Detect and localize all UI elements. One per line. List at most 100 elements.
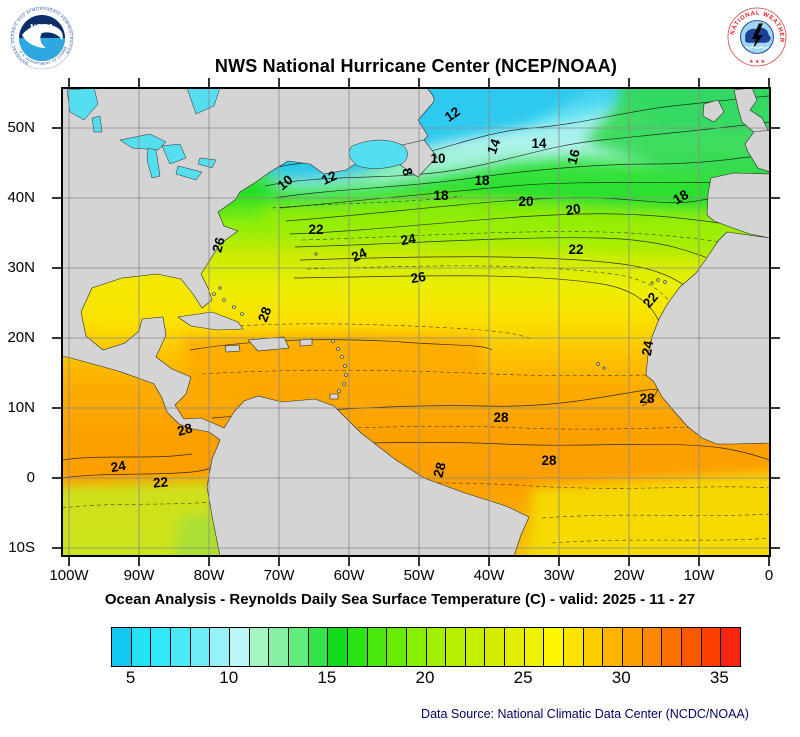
colorbar-cell [210,628,230,666]
y-tick-label: 40N [7,189,35,206]
contour-label: 26 [410,269,428,286]
great-britain [733,88,769,135]
colorbar-tick-label: 10 [219,668,239,687]
contour-label: 24 [639,339,656,357]
contour-label: 14 [531,136,547,151]
colorbar-cell [583,628,604,666]
y-tick-label: 10N [7,399,35,416]
puerto-rico [299,338,313,347]
colorbar-cell [229,628,250,666]
colorbar-cell [623,628,643,666]
colorbar-tick-label: 20 [415,668,435,687]
y-tick-label: 10S [8,539,35,556]
noaa-acronym-label: NOAA [30,23,54,32]
colorbar-cell [662,628,683,666]
contour-label: 12 [319,168,339,188]
colorbar-cell [485,628,506,666]
nws-waves-icon [745,46,769,49]
latitude-axis-labels: 50N 40N 30N 20N 10N 0 10S [0,88,48,556]
colorbar-cell [288,628,309,666]
x-tick-label: 40W [473,567,505,584]
lake-winnipeg [91,115,103,133]
map-field: 12 10 12 8 10 14 14 16 18 18 20 20 18 22 24 24 26 22 22 24 2… [62,88,770,556]
isotherm-contours [62,95,770,479]
colorbar-tick-labels: 5 10 15 20 25 30 35 [111,668,739,690]
map-frame [61,87,771,557]
contour-label: 24 [349,245,369,265]
colorbar-cell [387,628,407,666]
contour-label: 18 [670,187,691,208]
colorbar-cell [406,628,427,666]
colorbar-cell [269,628,289,666]
colorbar-cell [505,628,525,666]
jamaica [224,344,241,353]
noaa-logo-icon: NATIONAL OCEANIC AND ATMOSPHERIC ADMINIS… [10,6,74,70]
cuba [177,311,244,331]
colorbar-cell [308,628,329,666]
contour-label: 28 [541,453,557,468]
analysis-subtitle: Ocean Analysis - Reynolds Daily Sea Surf… [104,591,696,608]
x-tick-label: 100W [49,567,89,584]
x-tick-label: 10W [683,567,715,584]
colorbar-cell [190,628,211,666]
colorbar-cell [249,628,270,666]
contour-label: 20 [565,201,582,218]
contour-label: 28 [430,460,449,479]
iberia [706,172,770,239]
colorbar-cell [446,628,466,666]
page-title: NWS National Hurricane Center (NCEP/NOAA… [214,56,618,76]
colorbar-cell [642,628,663,666]
y-tick-label: 20N [7,329,35,346]
lake-huron [161,143,187,165]
contour-label: 18 [433,188,449,203]
x-tick-label: 30W [543,567,575,584]
colorbar-tick-label: 35 [709,668,729,687]
noaa-seagull-icon [22,24,63,49]
contour-label: 22 [640,290,661,311]
contour-label: 28 [493,410,509,425]
contour-label: 18 [474,173,490,188]
y-tick-label: 30N [7,259,35,276]
y-tick-label: 0 [26,469,35,486]
colorbar-cell [701,628,722,666]
contour-label: 26 [209,235,228,254]
colorbar-cell [721,628,740,666]
contour-label: 14 [484,136,503,156]
colorbar-cell [112,628,132,666]
colorbar-cell [328,628,348,666]
contour-label: 22 [152,474,168,490]
contour-label: 28 [255,304,274,324]
contour-value-labels: 12 10 12 8 10 14 14 16 18 18 20 20 18 22 24 24 26 22 22 24 2… [110,104,692,491]
axis-ticks [52,78,780,566]
y-tick-label: 50N [7,119,35,136]
contour-label: 22 [568,242,583,257]
colorbar-cell [682,628,702,666]
contour-label: 16 [564,147,583,166]
lesser-antilles [331,339,348,393]
colorbar-tick-label: 30 [611,668,631,687]
contour-label: 20 [518,194,533,209]
colorbar-cell [131,628,152,666]
inland-waters [66,88,408,181]
colorbar-cell [151,628,171,666]
nws-stars-icon: ★ ★ ★ [749,59,765,65]
x-tick-label: 20W [613,567,645,584]
contour-label: 28 [639,391,655,406]
colorbar-tick-label: 5 [125,668,136,687]
contour-label: 22 [308,222,323,237]
colorbar-cell [426,628,447,666]
contour-label: 24 [400,231,418,248]
contour-label: 24 [110,458,128,475]
ireland [702,99,725,123]
bahamas [212,252,318,316]
nws-logo-icon: NATIONAL WEATHER SERVICE ★ ★ ★ [727,7,787,67]
colorbar-cell [524,628,545,666]
x-tick-label: 80W [193,567,225,584]
nws-lightning-icon [752,23,763,49]
x-tick-label: 60W [333,567,365,584]
contour-label: 12 [442,104,463,125]
x-tick-label: 0 [764,567,774,584]
colorbar-cell [347,628,368,666]
gulf-of-st-lawrence [348,139,408,169]
x-tick-label: 50W [403,567,435,584]
